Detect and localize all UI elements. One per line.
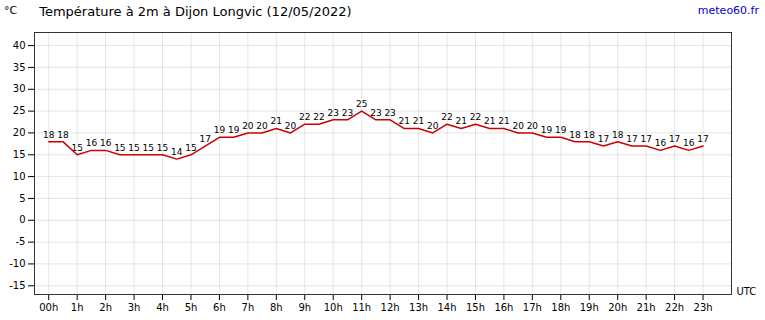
svg-text:21: 21 xyxy=(498,116,509,126)
svg-text:5h: 5h xyxy=(185,302,198,313)
svg-text:21h: 21h xyxy=(637,302,656,313)
svg-text:21: 21 xyxy=(399,116,410,126)
svg-text:20: 20 xyxy=(527,121,539,131)
svg-text:10h: 10h xyxy=(324,302,343,313)
svg-text:19: 19 xyxy=(555,125,567,135)
svg-text:15h: 15h xyxy=(466,302,485,313)
svg-text:20: 20 xyxy=(512,121,524,131)
svg-text:20: 20 xyxy=(242,121,254,131)
svg-text:10: 10 xyxy=(13,171,26,182)
svg-text:19: 19 xyxy=(228,125,240,135)
svg-text:15: 15 xyxy=(157,143,168,153)
svg-text:17: 17 xyxy=(697,134,708,144)
svg-text:2h: 2h xyxy=(99,302,112,313)
svg-text:17: 17 xyxy=(669,134,680,144)
svg-text:14h: 14h xyxy=(437,302,456,313)
svg-text:16h: 16h xyxy=(494,302,513,313)
svg-text:17h: 17h xyxy=(523,302,542,313)
svg-text:13h: 13h xyxy=(409,302,428,313)
svg-text:35: 35 xyxy=(13,62,26,73)
svg-text:25: 25 xyxy=(356,99,367,109)
svg-text:-15: -15 xyxy=(9,280,25,291)
svg-text:12h: 12h xyxy=(381,302,400,313)
svg-text:22: 22 xyxy=(299,112,310,122)
svg-text:16: 16 xyxy=(86,138,98,148)
svg-text:16: 16 xyxy=(655,138,667,148)
svg-text:UTC: UTC xyxy=(737,286,757,297)
svg-text:15: 15 xyxy=(143,143,154,153)
svg-text:19: 19 xyxy=(214,125,226,135)
svg-text:15: 15 xyxy=(114,143,125,153)
svg-text:23h: 23h xyxy=(694,302,713,313)
svg-text:-5: -5 xyxy=(16,236,26,247)
svg-text:21: 21 xyxy=(456,116,467,126)
svg-text:9h: 9h xyxy=(298,302,311,313)
svg-text:23: 23 xyxy=(370,108,381,118)
svg-text:1h: 1h xyxy=(71,302,84,313)
svg-text:23: 23 xyxy=(384,108,395,118)
svg-text:18: 18 xyxy=(612,130,624,140)
svg-text:00h: 00h xyxy=(39,302,58,313)
svg-text:17: 17 xyxy=(640,134,651,144)
svg-text:15: 15 xyxy=(128,143,139,153)
svg-text:18h: 18h xyxy=(551,302,570,313)
svg-text:7h: 7h xyxy=(242,302,255,313)
svg-text:6h: 6h xyxy=(213,302,226,313)
svg-text:3h: 3h xyxy=(128,302,141,313)
svg-text:15: 15 xyxy=(13,149,26,160)
svg-text:14: 14 xyxy=(171,147,183,157)
svg-text:22: 22 xyxy=(313,112,324,122)
svg-text:21: 21 xyxy=(271,116,282,126)
svg-text:22: 22 xyxy=(441,112,452,122)
svg-text:20: 20 xyxy=(256,121,268,131)
svg-text:21: 21 xyxy=(413,116,424,126)
svg-text:18: 18 xyxy=(584,130,596,140)
svg-text:15: 15 xyxy=(71,143,82,153)
svg-text:-10: -10 xyxy=(9,258,25,269)
svg-text:22h: 22h xyxy=(665,302,684,313)
svg-text:23: 23 xyxy=(342,108,353,118)
svg-text:21: 21 xyxy=(484,116,495,126)
svg-text:20: 20 xyxy=(285,121,297,131)
svg-text:4h: 4h xyxy=(156,302,169,313)
svg-text:25: 25 xyxy=(13,105,26,116)
svg-text:17: 17 xyxy=(626,134,637,144)
svg-text:16: 16 xyxy=(683,138,695,148)
svg-text:11h: 11h xyxy=(352,302,371,313)
svg-text:15: 15 xyxy=(185,143,196,153)
svg-text:18: 18 xyxy=(57,130,69,140)
svg-text:30: 30 xyxy=(13,83,26,94)
svg-text:16: 16 xyxy=(100,138,112,148)
svg-text:17: 17 xyxy=(598,134,609,144)
svg-text:17: 17 xyxy=(199,134,210,144)
svg-text:19h: 19h xyxy=(580,302,599,313)
html-text:meteo60.fr: meteo60.fr xyxy=(697,4,759,17)
svg-text:22: 22 xyxy=(470,112,481,122)
svg-text:18: 18 xyxy=(43,130,55,140)
html-text:Température à 2m à Dijon Longv: Température à 2m à Dijon Longvic (12/05/… xyxy=(39,4,352,19)
svg-text:20: 20 xyxy=(13,127,26,138)
svg-text:8h: 8h xyxy=(270,302,283,313)
svg-text:19: 19 xyxy=(541,125,553,135)
svg-text:5: 5 xyxy=(19,193,25,204)
svg-text:40: 40 xyxy=(13,40,26,51)
svg-text:0: 0 xyxy=(19,214,25,225)
html-text:°C: °C xyxy=(4,4,18,17)
svg-text:20h: 20h xyxy=(608,302,627,313)
svg-text:20: 20 xyxy=(427,121,439,131)
svg-text:23: 23 xyxy=(327,108,338,118)
svg-text:18: 18 xyxy=(569,130,581,140)
